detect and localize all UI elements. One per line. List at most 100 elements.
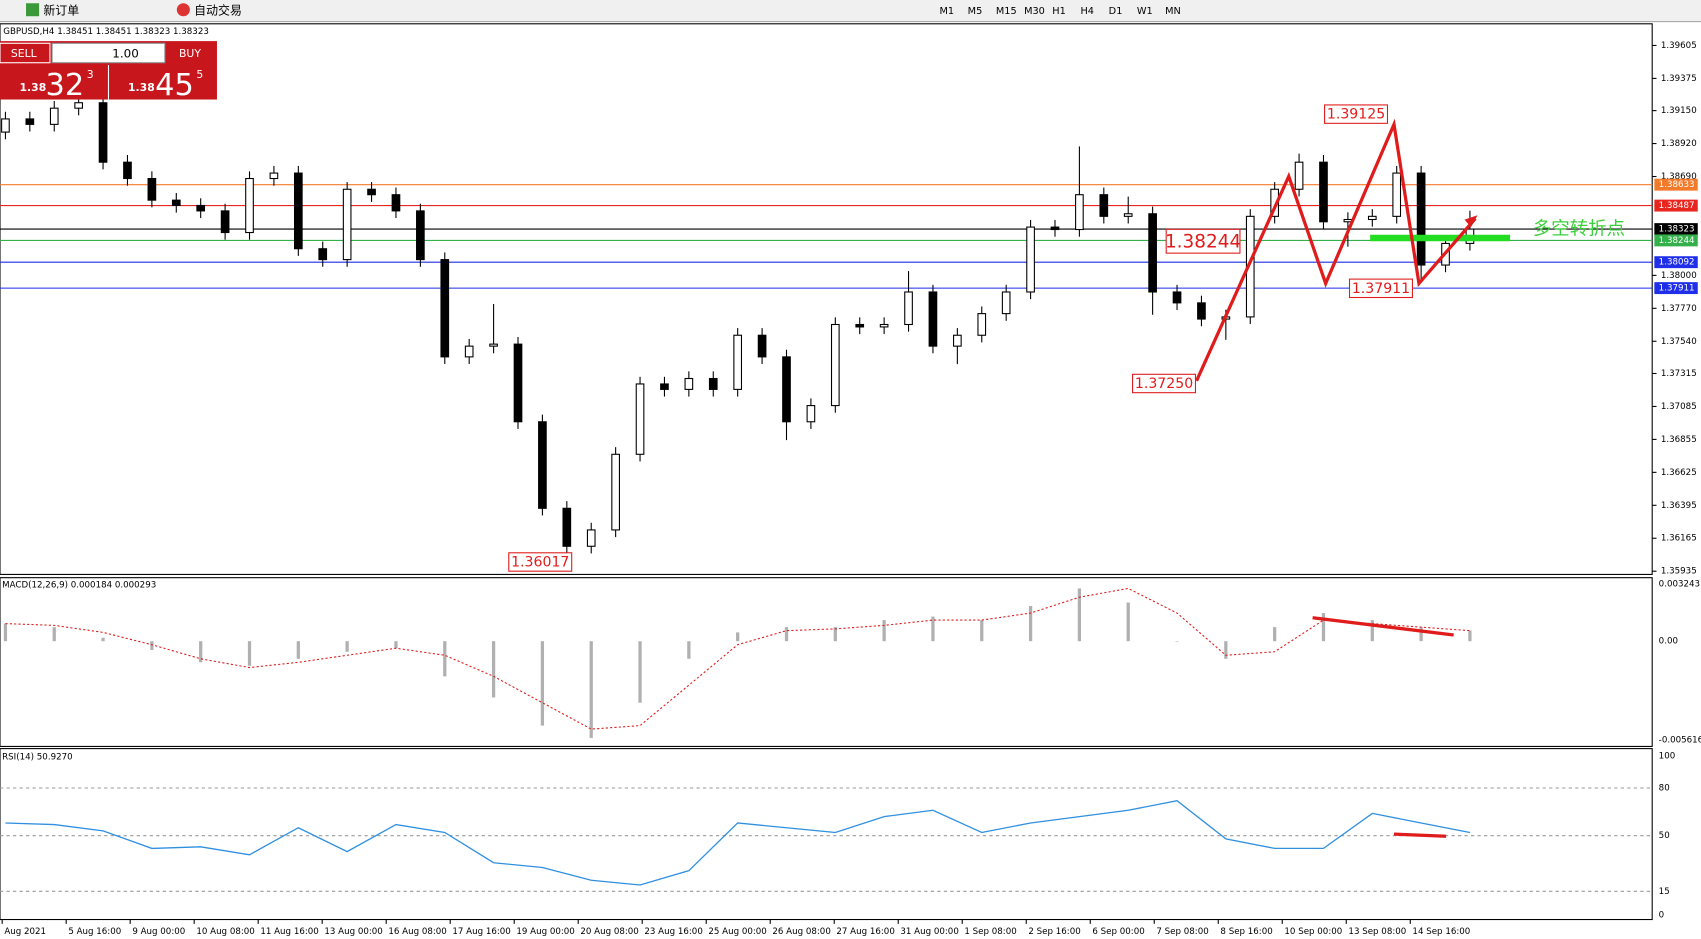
- label-low-mid: 1.37250: [1135, 376, 1193, 392]
- time-label: 6 Sep 00:00: [1092, 927, 1144, 937]
- price-tick-label: 1.38920: [1661, 139, 1697, 149]
- macd-bar: [687, 641, 691, 659]
- candle-body: [416, 210, 425, 261]
- candle-body: [635, 383, 645, 455]
- candle-body: [196, 204, 206, 212]
- macd-bar: [931, 616, 935, 642]
- macd-bar: [1224, 641, 1228, 659]
- macd-label: MACD(12,26,9) 0.000184 0.000293: [2, 581, 156, 591]
- price-tag: [1654, 223, 1698, 236]
- macd-arrow: [1312, 616, 1454, 637]
- macd-bar: [1077, 588, 1082, 642]
- timeframe-button[interactable]: H1: [1052, 6, 1066, 17]
- time-label: 19 Aug 00:00: [516, 927, 574, 937]
- time-label: 8 Sep 16:00: [1220, 927, 1272, 937]
- rsi-line: [5, 800, 1471, 886]
- price-tag: [1654, 282, 1698, 295]
- candle-body: [904, 291, 913, 326]
- candle-body: [49, 107, 59, 125]
- label-box: [1348, 278, 1413, 299]
- timeframe-button[interactable]: MN: [1165, 6, 1181, 17]
- macd-bar: [345, 641, 349, 652]
- macd-bar: [1419, 627, 1423, 642]
- time-label: 10 Aug 08:00: [196, 927, 254, 937]
- timeframe-button[interactable]: D1: [1109, 6, 1123, 17]
- time-label: 7 Sep 08:00: [1156, 927, 1208, 937]
- time-label: 25 Aug 00:00: [708, 927, 766, 937]
- price-tick-label: 1.39605: [1661, 41, 1697, 51]
- candle-body: [1099, 194, 1109, 217]
- time-label: 1 Sep 08:00: [964, 927, 1016, 937]
- candle-body: [1026, 226, 1035, 293]
- candle-body: [733, 334, 743, 390]
- sell-label[interactable]: SELL: [11, 47, 37, 60]
- timeframe-button[interactable]: M15: [996, 6, 1017, 17]
- candle-body: [1172, 291, 1182, 304]
- timeframe-button[interactable]: H4: [1080, 6, 1094, 17]
- label-low-left: 1.36017: [511, 555, 569, 571]
- timeframe-button[interactable]: M30: [1024, 6, 1045, 17]
- timeframe-button[interactable]: W1: [1137, 6, 1153, 17]
- symbol-info: GBPUSD,H4 1.38451 1.38451 1.38323 1.3832…: [3, 27, 209, 37]
- auto-trade-icon[interactable]: [176, 3, 190, 17]
- time-label: 17 Aug 16:00: [452, 927, 510, 937]
- turn-point-label: 多空转折点: [1533, 218, 1625, 239]
- candle-body: [538, 421, 547, 509]
- timeframe-button[interactable]: M5: [968, 6, 983, 17]
- macd-bar: [1468, 630, 1472, 642]
- price-tag: [1654, 178, 1698, 191]
- candle-body: [562, 507, 572, 547]
- rsi-level-label: 50: [1659, 831, 1670, 841]
- price-tick-label: 1.39150: [1661, 106, 1697, 116]
- candle-body: [1392, 172, 1402, 217]
- macd-bar: [1273, 627, 1277, 642]
- lot-input[interactable]: [51, 42, 166, 64]
- auto-trade-button[interactable]: 自动交易: [194, 3, 242, 17]
- candle-body: [1367, 215, 1377, 221]
- price-tag-label: 1.37911: [1659, 284, 1695, 294]
- candle-body: [660, 383, 669, 390]
- label-box: [1165, 228, 1241, 254]
- lot-value[interactable]: 1.00: [112, 47, 139, 61]
- label-high: 1.39125: [1327, 107, 1385, 123]
- ask-prefix: 1.38: [128, 81, 155, 94]
- time-label: 31 Aug 00:00: [900, 927, 958, 937]
- macd-bar: [150, 641, 154, 650]
- candle-body: [123, 161, 132, 180]
- annotations: 1.39125 1.38244 1.37911 1.37250 1.36017 …: [508, 104, 1625, 838]
- macd-axis-label: -0.005616: [1659, 735, 1701, 745]
- macd-axis-label: 0.003243: [1659, 580, 1700, 590]
- rsi-level-label: 100: [1659, 752, 1676, 762]
- candle-body: [830, 323, 840, 407]
- candle-body: [708, 377, 718, 390]
- time-label: 13 Aug 00:00: [324, 927, 382, 937]
- candle-body: [855, 323, 865, 328]
- candle-body: [1294, 161, 1304, 190]
- label-box: [508, 552, 573, 572]
- macd-bar: [540, 641, 545, 726]
- trade-panel: SELL 1.00 BUY 1.38 32 3 1.38 45 5: [0, 41, 217, 103]
- new-order-button[interactable]: 新订单: [43, 3, 79, 17]
- macd-bar: [833, 627, 837, 642]
- time-label: 27 Aug 16:00: [836, 927, 894, 937]
- bid-prefix: 1.38: [20, 81, 47, 94]
- price-tick-label: 1.37770: [1661, 304, 1697, 314]
- price-tick-label: 1.36395: [1661, 501, 1697, 511]
- macd-bar: [882, 620, 886, 642]
- sell-button[interactable]: [0, 42, 51, 64]
- label-box: [1324, 104, 1389, 124]
- time-label: 5 Aug 16:00: [68, 927, 121, 937]
- timeframe-button[interactable]: M1: [939, 6, 954, 17]
- macd-bar: [247, 641, 252, 666]
- turn-bar: [1370, 234, 1511, 242]
- price-chart: 1.396051.393751.391501.389201.386901.380…: [0, 41, 1701, 937]
- macd-bar: [638, 641, 642, 703]
- macd-bar: [736, 632, 740, 642]
- bid-big: 32: [46, 68, 85, 103]
- macd-bar: [443, 641, 447, 677]
- time-label: 2 Sep 16:00: [1028, 927, 1080, 937]
- new-order-icon[interactable]: [26, 3, 40, 17]
- macd-bar: [1321, 613, 1326, 642]
- buy-label[interactable]: BUY: [179, 47, 201, 60]
